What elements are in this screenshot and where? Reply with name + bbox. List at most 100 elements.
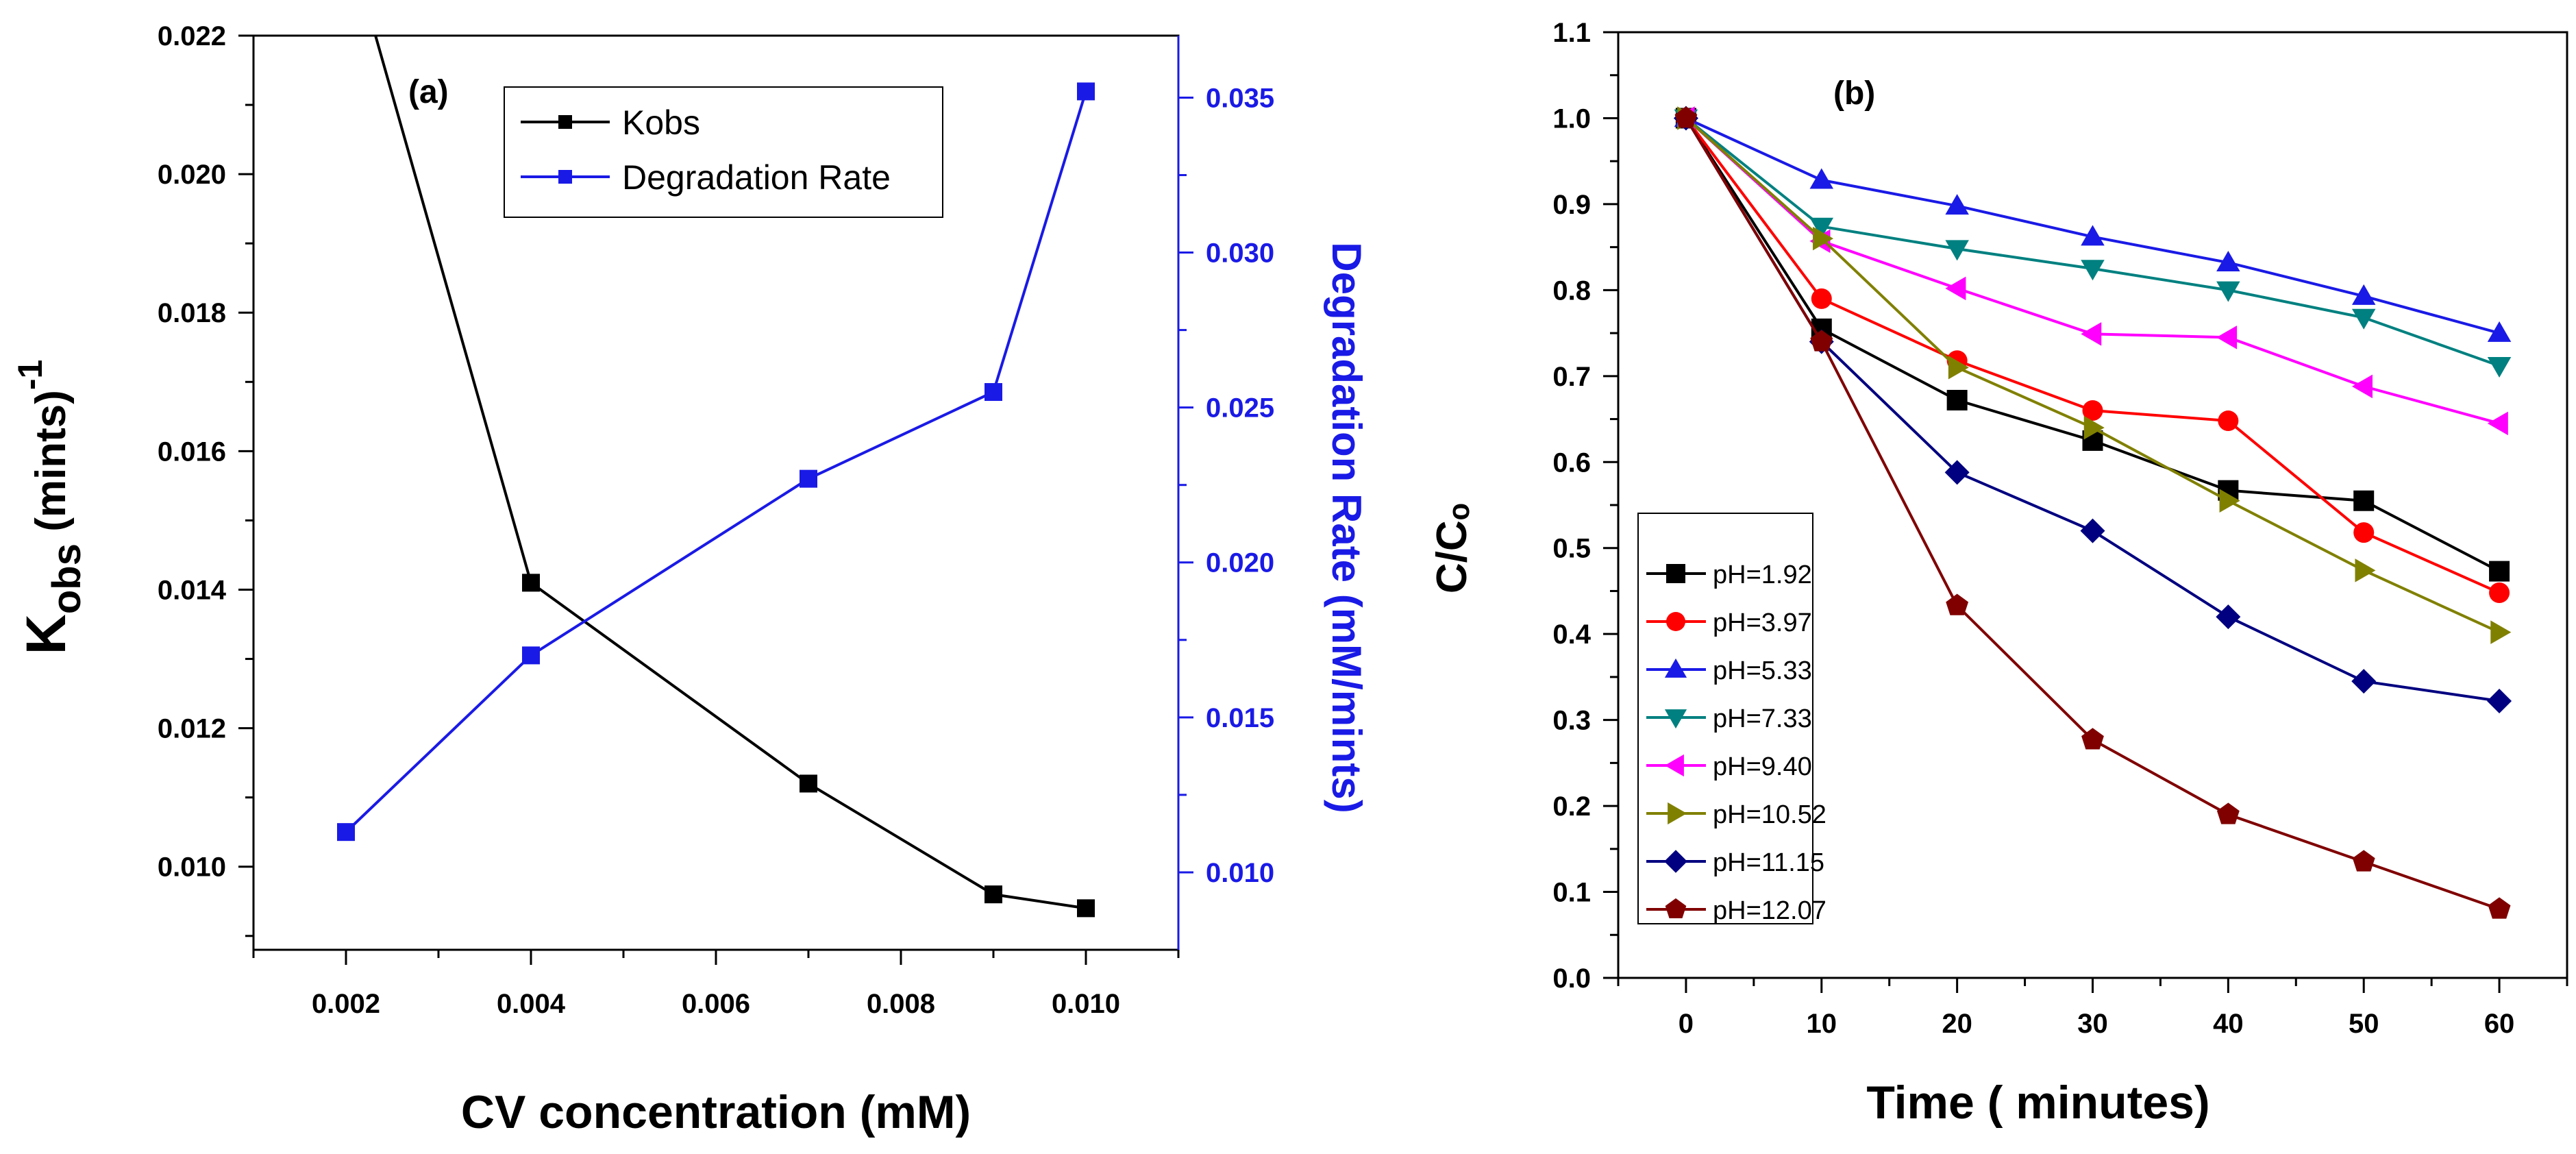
y-tick-label-b: 0.8 xyxy=(1552,275,1591,306)
y2-tick-label-a: 0.030 xyxy=(1206,238,1274,269)
data-point-ph-12-07 xyxy=(1674,106,1698,128)
x-tick-label-a: 0.002 xyxy=(312,989,380,1019)
y-tick-label-a: 0.022 xyxy=(158,21,226,51)
data-point-ph-10-52 xyxy=(2355,558,2376,582)
data-point-ph-7-33 xyxy=(2351,308,2376,330)
legend-marker-ph-11-15 xyxy=(1664,850,1687,873)
data-point-degradation-rate xyxy=(337,823,355,842)
data-point-ph-11-15 xyxy=(2080,518,2105,543)
y-tick-label-b: 1.0 xyxy=(1552,103,1591,134)
data-point-degradation-rate xyxy=(522,646,540,665)
data-point-kobs xyxy=(800,774,817,793)
data-point-ph-9-40 xyxy=(2487,411,2508,436)
chart-panel-b: 0 10 20 30 40 50 60 0.0 0.1 0.2 0.3 0.4 0.5 0.6 0.7 0.8… xyxy=(1428,18,2568,1129)
chart-panel-a: 0.002 0.004 0.006 0.008 0.010 0.010 0.012 0.014… xyxy=(11,21,1370,1138)
legend-marker-ph-7-33 xyxy=(1664,709,1687,729)
y-tick-label-b: 0.9 xyxy=(1552,190,1591,220)
data-point-ph-1-92 xyxy=(1946,389,1968,410)
y2-tick-label-a: 0.025 xyxy=(1206,393,1274,423)
y2-tick-label-a: 0.010 xyxy=(1206,858,1274,888)
data-point-ph-5-33 xyxy=(1809,168,1834,189)
legend-label-ph-12-07: pH=12.07 xyxy=(1713,896,1826,925)
y2-tick-label-a: 0.020 xyxy=(1206,548,1274,578)
data-point-ph-9-40 xyxy=(1945,276,1966,301)
data-point-ph-9-40 xyxy=(2351,374,2373,399)
data-point-ph-1-92 xyxy=(2353,490,2375,511)
y-tick-label-a: 0.010 xyxy=(158,852,226,883)
legend-label-kobs: Kobs xyxy=(622,103,700,142)
y2-tick-label-a: 0.015 xyxy=(1206,703,1274,733)
x-tick-label-a: 0.004 xyxy=(497,989,566,1019)
legend-marker-ph-12-07 xyxy=(1665,898,1687,919)
data-point-ph-11-15 xyxy=(2216,604,2241,630)
plot-frame-b xyxy=(1617,31,2568,979)
data-point-ph-7-33 xyxy=(2216,281,2240,302)
tick-labels-a: 0.002 0.004 0.006 0.008 0.010 0.010 0.012 0.014… xyxy=(158,21,1274,1019)
x-tick-label-b: 40 xyxy=(2213,1009,2244,1039)
data-point-ph-10-52 xyxy=(2219,489,2240,513)
legend-marker-ph-9-40 xyxy=(1664,754,1684,777)
x-tick-label-b: 60 xyxy=(2484,1009,2515,1039)
y-tick-label-b: 1.1 xyxy=(1552,18,1591,48)
series-layer-b xyxy=(1673,106,2512,919)
data-point-ph-11-15 xyxy=(2351,669,2377,694)
data-point-ph-12-07 xyxy=(1810,330,1833,352)
x-axis-label-b: Time ( minutes) xyxy=(1866,1077,2209,1129)
legend-marker-kobs xyxy=(558,115,572,129)
panel-label-a: (a) xyxy=(408,74,449,110)
data-point-ph-5-33 xyxy=(1945,194,1969,215)
y-tick-label-b: 0.7 xyxy=(1552,362,1591,392)
panel-label-b: (b) xyxy=(1833,75,1875,112)
legend-label-degradation: Degradation Rate xyxy=(622,158,891,197)
data-point-degradation-rate xyxy=(984,383,1002,402)
data-point-ph-5-33 xyxy=(2351,284,2376,305)
data-point-ph-12-07 xyxy=(1946,593,1969,615)
data-point-ph-10-52 xyxy=(1813,226,1834,251)
x-tick-label-b: 10 xyxy=(1807,1009,1837,1039)
data-point-ph-3-97 xyxy=(1811,288,1832,309)
legend-marker-degradation xyxy=(558,170,572,184)
data-point-ph-7-33 xyxy=(2081,260,2105,281)
data-point-ph-11-15 xyxy=(1944,460,1970,485)
legend-label-ph-7-33: pH=7.33 xyxy=(1713,704,1812,733)
data-point-ph-10-52 xyxy=(2083,415,2105,440)
y-tick-label-a: 0.012 xyxy=(158,714,226,744)
data-point-ph-9-40 xyxy=(2081,322,2102,346)
data-point-ph-5-33 xyxy=(2216,250,2240,271)
y-tick-label-a: 0.020 xyxy=(158,160,226,190)
data-point-ph-3-97 xyxy=(2082,400,2103,421)
y-tick-label-a: 0.016 xyxy=(158,437,226,467)
y-axis-label-b: C/Cₒ xyxy=(1428,503,1476,593)
data-point-ph-7-33 xyxy=(1945,240,1969,261)
y-tick-label-b: 0.3 xyxy=(1552,706,1591,736)
y-tick-label-b: 0.5 xyxy=(1552,534,1591,564)
data-point-kobs xyxy=(984,885,1002,904)
data-point-ph-3-97 xyxy=(2218,410,2239,432)
legend-b: pH=1.92 pH=3.97 pH=5.33 pH=7.33 pH=9.40 pH=10… xyxy=(1637,513,1826,925)
legend-label-ph-5-33: pH=5.33 xyxy=(1713,656,1812,685)
legend-marker-ph-5-33 xyxy=(1664,658,1687,678)
y-tick-label-b: 0.4 xyxy=(1552,619,1591,650)
y-tick-label-b: 0.1 xyxy=(1552,878,1591,908)
tick-labels-b: 0 10 20 30 40 50 60 0.0 0.1 0.2 0.3 0.4 0.5 0.6 0.7 0.8… xyxy=(1552,18,2514,1039)
axis-ticks-b xyxy=(1603,31,2568,993)
legend-marker-ph-10-52 xyxy=(1668,802,1687,825)
data-point-ph-3-97 xyxy=(2353,522,2375,543)
y-tick-label-b: 0.0 xyxy=(1552,963,1591,994)
data-point-ph-5-33 xyxy=(2081,225,2105,246)
legend-label-ph-11-15: pH=11.15 xyxy=(1713,848,1824,877)
series-line-ph-1-92 xyxy=(1685,117,2500,573)
data-point-ph-3-97 xyxy=(2489,582,2510,603)
legend-label-ph-10-52: pH=10.52 xyxy=(1713,800,1826,829)
legend-label-ph-9-40: pH=9.40 xyxy=(1713,752,1812,781)
x-tick-label-b: 0 xyxy=(1679,1009,1694,1039)
data-point-ph-10-52 xyxy=(1948,356,1969,380)
data-point-ph-9-40 xyxy=(2216,326,2238,349)
data-point-ph-5-33 xyxy=(2487,321,2512,342)
y-tick-label-b: 0.6 xyxy=(1552,447,1591,478)
x-tick-label-b: 30 xyxy=(2077,1009,2108,1039)
data-point-ph-12-07 xyxy=(2488,897,2511,919)
data-point-ph-11-15 xyxy=(2487,689,2512,714)
y-tick-label-a: 0.018 xyxy=(158,298,226,328)
